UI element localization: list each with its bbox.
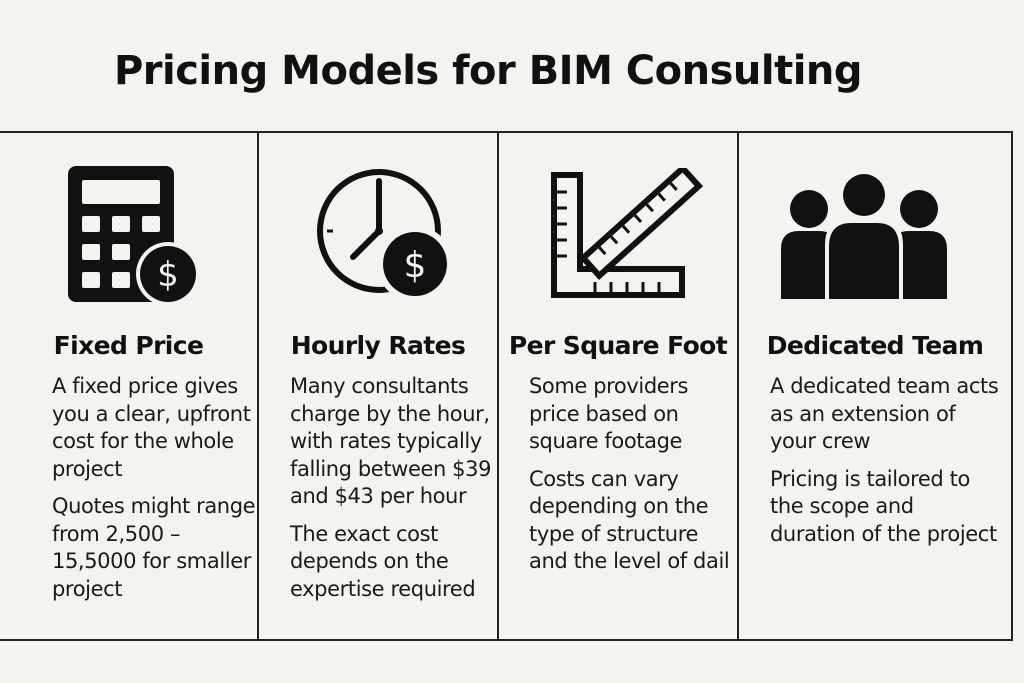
card-paragraph: Pricing is tailored to the scope and dur… — [770, 466, 997, 546]
pricing-card-fixed-price: $ Fixed Price A fixed price gives you a … — [0, 133, 259, 639]
card-heading: Fixed Price — [53, 331, 204, 360]
card-paragraph: Many consultants charge by the hour, wit… — [290, 374, 492, 508]
card-heading: Dedicated Team — [766, 331, 984, 360]
card-paragraph: A dedicated team acts as an extension of… — [770, 374, 999, 453]
card-body: Some providers price based on square foo… — [529, 373, 734, 586]
pricing-card-dedicated-team: Dedicated Team A dedicated team acts as … — [739, 133, 1011, 639]
card-body: Many consultants charge by the hour, wit… — [290, 373, 495, 613]
card-paragraph: Costs can vary depending on the type of … — [529, 466, 730, 574]
card-paragraph: The exact cost depends on the expertise … — [290, 521, 476, 601]
svg-text:$: $ — [404, 245, 427, 286]
page-title: Pricing Models for BIM Consulting — [113, 48, 863, 94]
card-paragraph: A fixed price gives you a clear, upfront… — [52, 374, 251, 481]
card-body: A fixed price gives you a clear, upfront… — [52, 373, 257, 613]
card-body: A dedicated team acts as an extension of… — [770, 373, 1000, 558]
card-paragraph: Quotes might range from 2,500 –15,5000 f… — [52, 494, 256, 601]
card-heading: Per Square Foot — [508, 331, 728, 360]
pricing-card-hourly-rates: $ Hourly Rates Many consultants charge b… — [259, 133, 499, 639]
svg-text:$: $ — [157, 255, 179, 295]
pricing-grid: $ Fixed Price A fixed price gives you a … — [0, 131, 1013, 641]
calculator-dollar-icon: $ — [66, 166, 206, 304]
pricing-card-per-square-foot: Per Square Foot Some providers price bas… — [499, 133, 739, 639]
team-people-icon — [779, 169, 949, 299]
card-heading: Hourly Rates — [290, 331, 466, 360]
ruler-square-icon — [547, 168, 707, 299]
card-paragraph: Some providers price based on square foo… — [529, 374, 689, 453]
clock-dollar-icon: $ — [309, 169, 454, 299]
